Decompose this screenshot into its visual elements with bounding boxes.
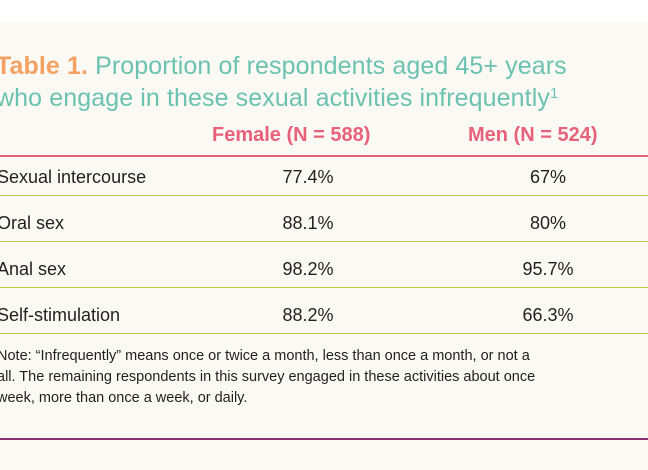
title-line-1: Table 1. Proportion of respondents aged … xyxy=(0,50,648,82)
title-text-2: who engage in these sexual activities in… xyxy=(0,84,550,112)
female-value: 98.2% xyxy=(282,259,334,279)
female-value: 77.4% xyxy=(282,167,334,187)
column-header-men: Men (N = 524) xyxy=(468,124,598,146)
note-line: Note: “Infrequently” means once or twice… xyxy=(0,348,530,364)
table-row: Self-stimulation 88.2% 66.3% xyxy=(0,295,648,341)
note-line: all. The remaining respondents in this s… xyxy=(0,369,536,385)
top-margin xyxy=(0,0,648,22)
table-row: Anal sex 98.2% 95.7% xyxy=(0,249,648,295)
row-divider xyxy=(0,333,648,334)
table-row: Oral sex 88.1% 80% xyxy=(0,203,648,249)
title-line-2: who engage in these sexual activities in… xyxy=(0,82,648,114)
men-value: 80% xyxy=(529,213,567,233)
note-line: week, more than once a week, or daily. xyxy=(0,390,248,406)
row-label: Anal sex xyxy=(0,259,67,279)
row-label: Sexual intercourse xyxy=(0,167,147,187)
title-text-1: Proportion of respondents aged 45+ years xyxy=(95,52,567,80)
header-divider xyxy=(0,155,648,157)
table-note: Note: “Infrequently” means once or twice… xyxy=(0,346,648,409)
table-row: Sexual intercourse 77.4% 67% xyxy=(0,157,648,203)
title-lead: Table 1. xyxy=(0,52,89,80)
bottom-divider xyxy=(0,438,648,440)
table-title: Table 1. Proportion of respondents aged … xyxy=(0,50,648,114)
men-value: 95.7% xyxy=(522,259,574,279)
row-divider xyxy=(0,287,648,288)
row-label: Oral sex xyxy=(0,213,65,233)
female-value: 88.1% xyxy=(282,213,334,233)
men-value: 67% xyxy=(529,167,567,187)
men-value: 66.3% xyxy=(522,305,574,325)
row-label: Self-stimulation xyxy=(0,305,121,325)
title-footnote-mark: 1 xyxy=(549,85,559,102)
row-divider xyxy=(0,241,648,242)
row-divider xyxy=(0,195,648,196)
column-header-female: Female (N = 588) xyxy=(212,124,371,146)
female-value: 88.2% xyxy=(282,305,334,325)
